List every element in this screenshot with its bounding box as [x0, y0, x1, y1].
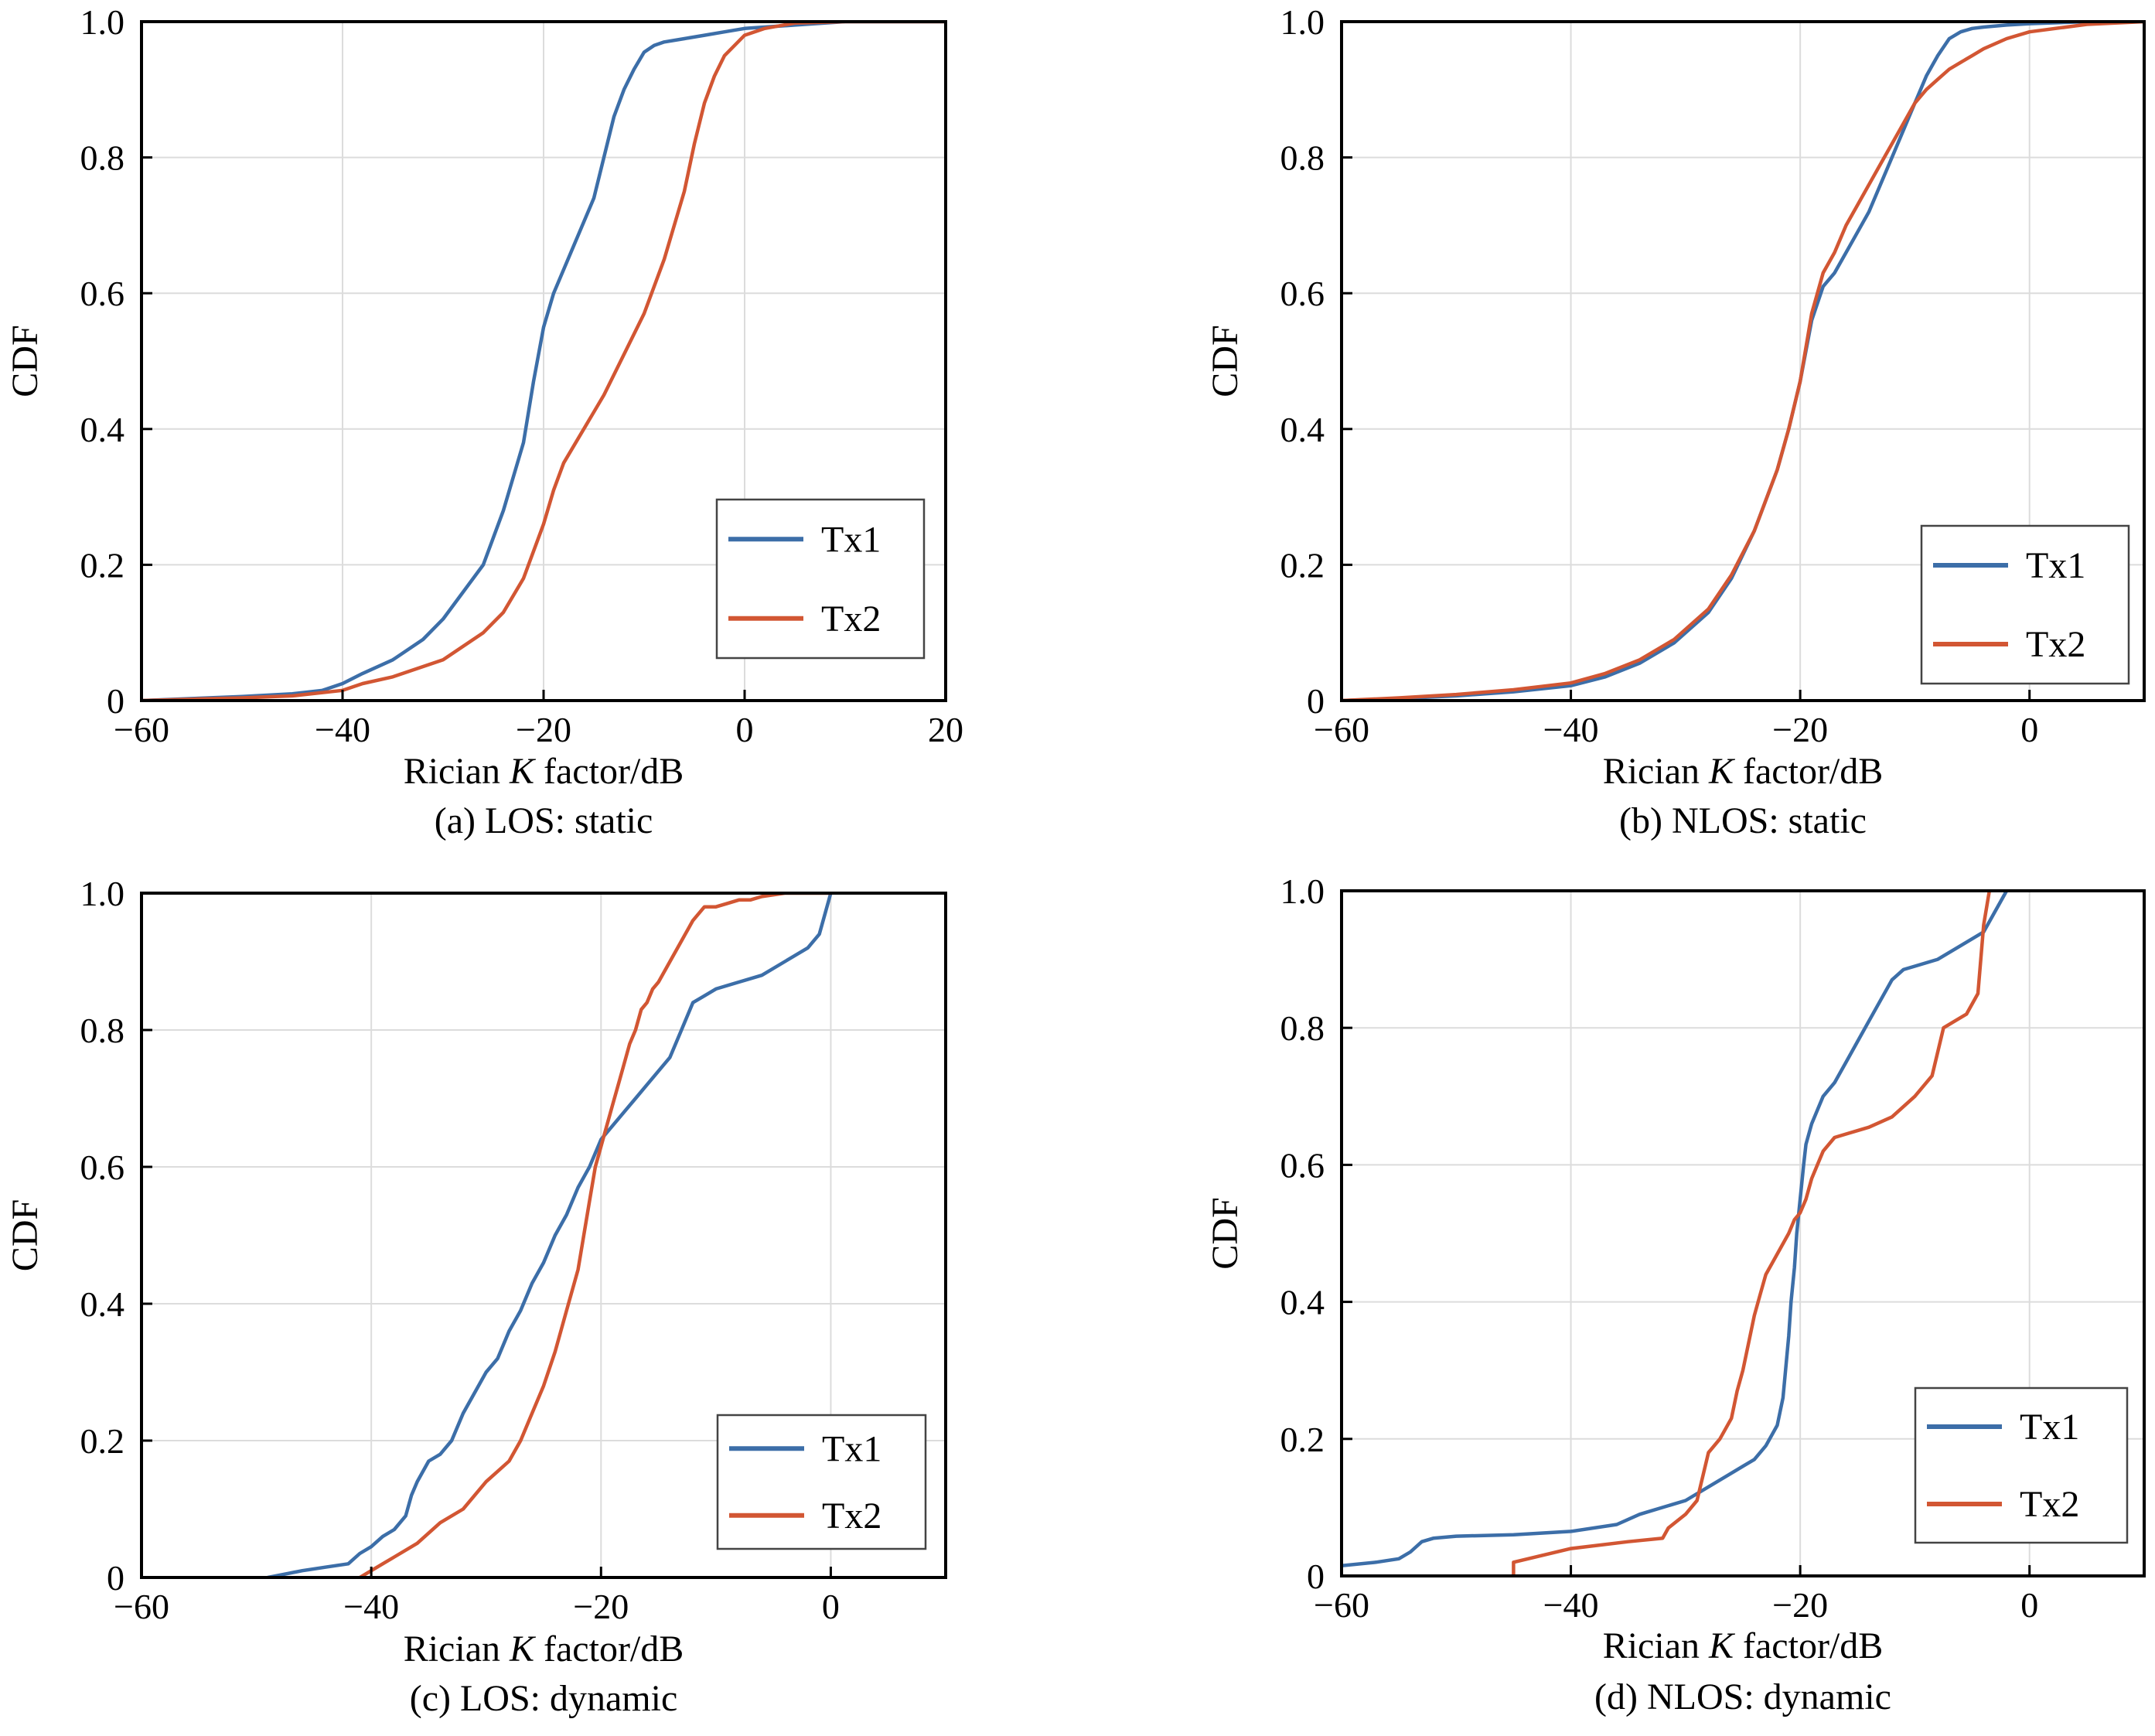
x-tick-label: −60	[114, 1587, 169, 1626]
panel-caption: (d) NLOS: dynamic	[1594, 1676, 1891, 1717]
y-tick-label: 0.8	[1280, 1008, 1325, 1048]
y-tick-label: 1.0	[80, 2, 125, 42]
series-line-tx2	[1512, 891, 1992, 1576]
x-tick-label: 20	[928, 710, 963, 749]
series-line-tx1	[1342, 891, 2009, 1567]
chart-panel-3: −60 −40 −20 0 0 0.2 0.4 0.6 0.8 1.0 Rician K facto…	[5, 874, 947, 1719]
y-axis-label: CDF	[5, 325, 46, 397]
chart-panel-2: −60 −40 −20 0 0 0.2 0.4 0.6 0.8 1.0 Rician K facto…	[1205, 2, 2146, 841]
y-tick-label: 0.6	[80, 1148, 125, 1187]
x-tick-label: −40	[315, 710, 370, 749]
x-tick-label: 0	[2020, 1585, 2038, 1625]
y-tick-label: 0.4	[1280, 410, 1325, 449]
legend-label: Tx1	[2020, 1407, 2079, 1448]
legend-label: Tx2	[2020, 1484, 2079, 1525]
chart-panel-4: −60 −40 −20 0 0 0.2 0.4 0.6 0.8 1.0 Rician K facto…	[1205, 871, 2146, 1717]
legend-label: Tx1	[2026, 545, 2085, 586]
series-line-tx1	[266, 893, 833, 1577]
y-tick-label: 0	[1307, 1557, 1325, 1596]
y-tick-label: 0.2	[80, 1421, 125, 1461]
y-tick-label: 1.0	[1280, 2, 1325, 42]
series-line-tx1	[1342, 22, 2144, 701]
series-line-tx2	[358, 893, 833, 1577]
y-tick-label: 0.6	[1280, 274, 1325, 313]
x-tick-label: 0	[822, 1587, 840, 1626]
legend-box	[1920, 524, 2130, 685]
y-tick-label: 0.2	[1280, 545, 1325, 585]
legend-label: Tx2	[2026, 624, 2085, 665]
y-tick-label: 0	[107, 681, 124, 721]
legend-label: Tx2	[821, 599, 881, 639]
y-tick-label: 0.6	[1280, 1145, 1325, 1185]
x-tick-label: −20	[516, 710, 571, 749]
plot-frame	[1340, 20, 2146, 702]
legend-label: Tx1	[822, 1428, 881, 1469]
series-line-tx2	[1342, 22, 2144, 701]
y-tick-label: 1.0	[80, 874, 125, 913]
y-axis-label: CDF	[1205, 1197, 1246, 1269]
y-tick-label: 0	[1307, 681, 1325, 721]
x-tick-label: −40	[1543, 1585, 1599, 1625]
legend-label: Tx2	[822, 1496, 881, 1536]
x-axis-label: Rician K factor/dB	[1603, 1625, 1884, 1666]
legend-label: Tx1	[821, 519, 881, 560]
legend-box	[1914, 1386, 2129, 1544]
y-axis-label: CDF	[5, 1199, 46, 1271]
y-tick-label: 0.8	[80, 138, 125, 178]
x-axis-label: Rician K factor/dB	[404, 1629, 684, 1669]
x-tick-label: −60	[1314, 710, 1369, 749]
legend-box	[715, 498, 926, 660]
y-tick-label: 0	[107, 1558, 124, 1598]
chart-panel-1: −60 −40 −20 0 20 0 0.2 0.4 0.6 0.8 1.0 Rician K fac…	[5, 2, 963, 841]
y-tick-label: 0.4	[1280, 1283, 1325, 1322]
y-tick-label: 0.2	[1280, 1420, 1325, 1459]
y-tick-label: 0.8	[80, 1011, 125, 1050]
series-line-tx1	[142, 22, 946, 701]
x-tick-label: −20	[1772, 1585, 1828, 1625]
x-axis-label: Rician K factor/dB	[404, 751, 684, 792]
x-tick-label: −20	[573, 1587, 629, 1626]
x-tick-label: 0	[2020, 710, 2038, 749]
plot-frame	[1340, 889, 2146, 1577]
y-tick-label: 0.8	[1280, 138, 1325, 178]
x-tick-label: −20	[1772, 710, 1828, 749]
y-tick-label: 1.0	[1280, 871, 1325, 911]
y-tick-label: 0.6	[80, 274, 125, 313]
panel-caption: (a) LOS: static	[435, 800, 653, 841]
x-axis-label: Rician K factor/dB	[1603, 751, 1884, 792]
legend-box	[716, 1414, 927, 1550]
x-tick-label: −60	[1314, 1585, 1369, 1625]
x-tick-label: 0	[736, 710, 754, 749]
panel-caption: (b) NLOS: static	[1619, 800, 1867, 841]
y-tick-label: 0.2	[80, 545, 125, 585]
x-tick-label: −40	[343, 1587, 399, 1626]
y-tick-label: 0.4	[80, 410, 125, 449]
plot-frame	[140, 892, 947, 1579]
y-tick-label: 0.4	[80, 1284, 125, 1324]
panel-caption: (c) LOS: dynamic	[410, 1678, 678, 1719]
x-tick-label: −60	[114, 710, 169, 749]
x-tick-label: −40	[1543, 710, 1599, 749]
series-line-tx2	[142, 22, 946, 701]
y-axis-label: CDF	[1205, 325, 1246, 397]
